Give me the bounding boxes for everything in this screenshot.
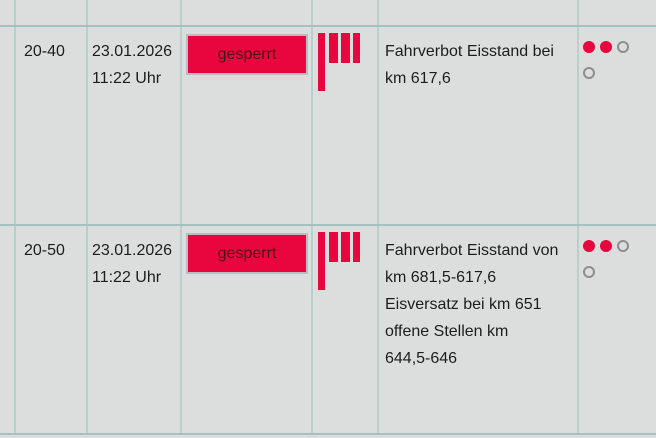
cell-indicator-dots	[579, 27, 656, 224]
indicator-dot-line	[583, 67, 656, 93]
status-gesperrt-button[interactable]: gesperrt	[186, 233, 308, 274]
cell-empty	[579, 0, 656, 25]
cell-empty	[0, 0, 16, 25]
status-dot-empty-icon	[617, 240, 629, 252]
table-row-partial-top	[0, 0, 656, 27]
cell-section-id: 20-40	[16, 27, 88, 224]
indicator-dot-line	[583, 41, 656, 67]
status-dot-empty-icon	[617, 41, 629, 53]
cell-status: gesperrt	[182, 226, 313, 433]
cell-empty	[182, 0, 313, 25]
status-dot-red-icon	[600, 41, 612, 53]
cell-timestamp: 23.01.2026 11:22 Uhr	[88, 27, 182, 224]
status-gesperrt-button[interactable]: gesperrt	[186, 34, 308, 75]
status-dot-empty-icon	[583, 67, 595, 79]
cell-notice-description: Fahrverbot Eisstand bei km 617,6	[379, 27, 579, 224]
status-dot-red-icon	[583, 240, 595, 252]
indicator-dot-line	[583, 240, 656, 266]
cell-empty	[379, 0, 579, 25]
cell-empty	[16, 0, 88, 25]
cell-timestamp: 23.01.2026 11:22 Uhr	[88, 226, 182, 433]
cell-empty	[313, 0, 379, 25]
cell-notice-description: Fahrverbot Eisstand von km 681,5-617,6 E…	[379, 226, 579, 433]
cell-icon	[313, 27, 379, 224]
cell-empty	[88, 0, 182, 25]
status-dot-empty-icon	[583, 266, 595, 278]
status-dot-red-icon	[600, 240, 612, 252]
cell-status: gesperrt	[182, 27, 313, 224]
indicator-dot-line	[583, 266, 656, 292]
status-dot-red-icon	[583, 41, 595, 53]
cell-icon	[313, 226, 379, 433]
table-row: 20-50 23.01.2026 11:22 Uhr gesperrt Fahr…	[0, 226, 656, 435]
cell-empty	[0, 27, 16, 224]
table-row: 20-40 23.01.2026 11:22 Uhr gesperrt Fahr…	[0, 27, 656, 226]
cell-section-id: 20-50	[16, 226, 88, 433]
cell-indicator-dots	[579, 226, 656, 433]
cell-empty	[0, 226, 16, 433]
ice-flag-icon	[318, 232, 360, 290]
ice-flag-icon	[318, 33, 360, 91]
